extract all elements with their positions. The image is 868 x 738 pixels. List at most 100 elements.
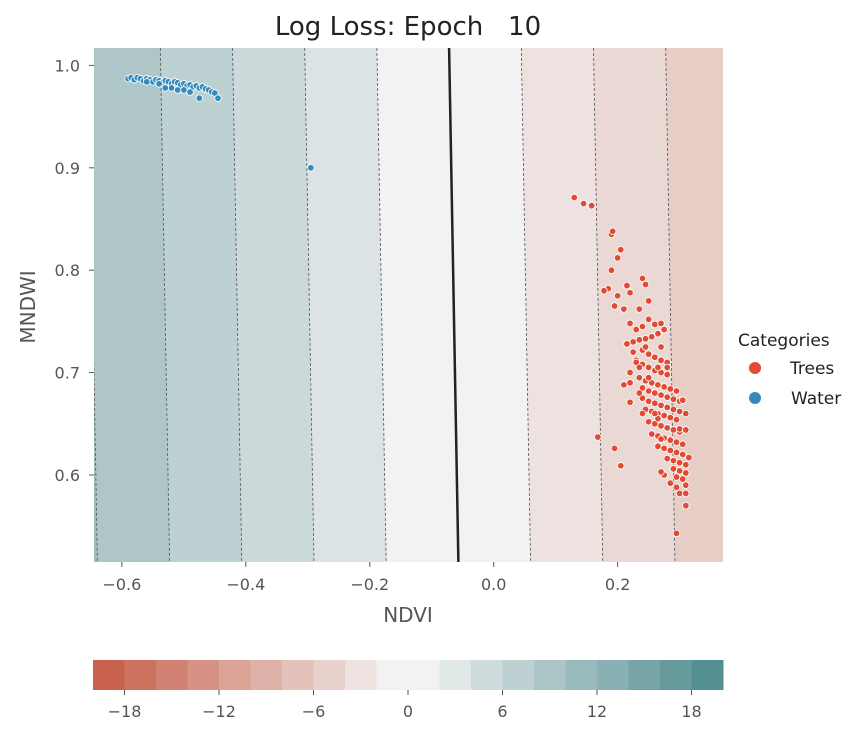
data-point (173, 86, 182, 94)
data-point (635, 373, 644, 382)
data-point (657, 343, 665, 351)
data-point (657, 422, 665, 430)
data-point (679, 450, 687, 459)
data-point (666, 436, 675, 444)
data-point (660, 444, 668, 453)
x-tick-label: −0.4 (226, 575, 265, 594)
data-point (679, 396, 687, 404)
colorbar-swatch (408, 660, 440, 690)
data-point (663, 403, 671, 412)
data-point (679, 440, 687, 448)
colorbar-tick-label: 18 (681, 702, 701, 721)
colorbar-swatch (124, 660, 157, 690)
data-point (651, 320, 659, 329)
colorbar-swatch (502, 660, 535, 690)
colorbar-swatch (628, 660, 661, 690)
data-point (600, 286, 608, 295)
colorbar-tick-label: −12 (202, 702, 236, 721)
legend-label-trees: Trees (789, 359, 834, 379)
data-point (654, 363, 662, 372)
contour-band (94, 48, 170, 562)
data-point (657, 356, 665, 364)
data-point (657, 435, 665, 443)
data-point (570, 193, 578, 202)
data-point (638, 274, 647, 283)
contour-line (593, 48, 604, 562)
data-point (635, 363, 644, 372)
x-tick-label: 0.2 (605, 575, 630, 594)
data-point (607, 266, 616, 274)
scatter-points (124, 73, 693, 538)
data-point (660, 325, 668, 334)
contour-band (160, 48, 242, 562)
data-point (617, 246, 625, 254)
colorbar-swatch (282, 660, 314, 690)
data-point (626, 398, 634, 406)
data-point (672, 529, 681, 538)
data-point (644, 315, 653, 324)
data-point (626, 319, 634, 328)
data-point (644, 418, 653, 426)
data-point (669, 405, 678, 414)
data-point (660, 383, 668, 391)
data-point (675, 407, 684, 416)
colorbar-swatch (439, 660, 472, 690)
data-point (195, 94, 204, 102)
data-point (672, 438, 681, 446)
data-point (579, 199, 588, 208)
colorbar-swatch (691, 660, 724, 690)
data-point (682, 461, 690, 469)
y-axis-label: MNDWI (16, 270, 40, 343)
x-tick-label: 0.0 (481, 575, 506, 594)
data-point (629, 348, 637, 356)
y-tick-label: 0.6 (55, 466, 80, 485)
data-point (675, 489, 684, 498)
colorbar-swatch (219, 660, 251, 690)
data-point (635, 305, 644, 313)
contour-lines (94, 48, 819, 562)
data-point (654, 442, 662, 450)
data-point (623, 340, 631, 348)
decision-boundary-line (447, 47, 460, 563)
contour-line (520, 48, 531, 562)
data-point (666, 479, 675, 487)
data-point (648, 430, 656, 438)
data-point (651, 353, 659, 361)
data-point (632, 325, 640, 334)
data-point (623, 281, 631, 290)
data-point (587, 201, 596, 210)
data-point (663, 424, 671, 432)
data-point (167, 84, 176, 92)
colorbar-swatch (156, 660, 188, 690)
data-point (638, 322, 647, 331)
data-point (635, 389, 644, 397)
data-point (672, 483, 681, 491)
y-tick-label: 0.8 (55, 261, 80, 280)
data-point (669, 456, 678, 465)
data-point (648, 333, 656, 341)
data-point (186, 88, 194, 96)
data-point (142, 78, 151, 86)
data-point (657, 319, 665, 328)
colorbar-swatch (93, 660, 125, 690)
data-point (685, 453, 693, 462)
series-trees (570, 193, 693, 538)
data-point (644, 397, 653, 405)
data-point (682, 426, 690, 434)
data-point (644, 363, 653, 372)
data-point (644, 297, 653, 305)
data-point (657, 391, 665, 399)
contour-band (304, 48, 387, 562)
legend-label-water: Water (791, 389, 841, 409)
colorbar-swatch (565, 660, 598, 690)
data-point (644, 387, 653, 395)
data-point (629, 338, 637, 346)
data-point (675, 458, 684, 467)
data-point (672, 473, 681, 481)
data-point (626, 289, 634, 297)
contour-band (376, 48, 459, 562)
y-axis: 0.6 0.7 0.8 0.9 1.0 (55, 56, 94, 485)
contour-line (810, 48, 819, 562)
data-point (644, 350, 653, 358)
contour-band (449, 48, 531, 562)
